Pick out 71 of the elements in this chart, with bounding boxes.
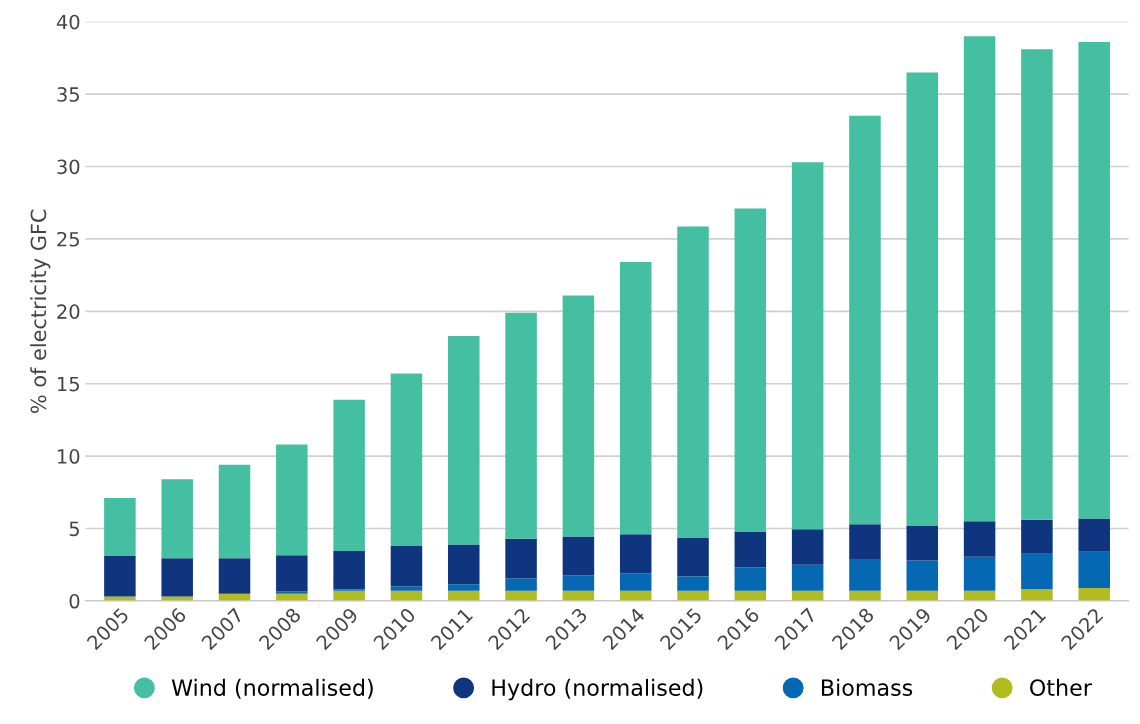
- bar: [963, 36, 996, 522]
- bar: [619, 573, 652, 591]
- bar: [1078, 551, 1110, 588]
- bar: [677, 576, 709, 591]
- bar: [276, 444, 308, 556]
- bar: [505, 312, 537, 539]
- bar: [333, 399, 365, 551]
- bar: [791, 162, 824, 530]
- bar: [791, 564, 824, 591]
- bar: [218, 464, 251, 559]
- legend-label: Other: [1030, 678, 1092, 697]
- bar: [104, 498, 136, 557]
- bar: [448, 590, 480, 601]
- y-tick-label: 20: [57, 304, 80, 319]
- bar: [734, 208, 767, 532]
- bar: [562, 536, 595, 576]
- legend-label: Wind (normalised): [171, 678, 373, 699]
- bar: [906, 72, 939, 526]
- bar: [677, 226, 709, 538]
- bar: [448, 544, 480, 585]
- bar: [161, 558, 193, 597]
- bar: [1021, 519, 1053, 554]
- y-tick-label: 10: [58, 449, 80, 464]
- y-tick-label: 15: [58, 376, 79, 392]
- bar: [1021, 589, 1053, 601]
- bar: [505, 538, 537, 579]
- bar: [791, 529, 824, 565]
- bar: [218, 558, 251, 594]
- bar: [1078, 518, 1110, 552]
- bar: [734, 531, 767, 568]
- bar: [906, 525, 939, 561]
- bar: [1078, 41, 1110, 519]
- bar: [677, 590, 709, 601]
- bar: [963, 521, 996, 557]
- bar: [161, 479, 193, 559]
- bar: [849, 115, 881, 525]
- y-axis-title: % of electricity GFC: [30, 209, 51, 413]
- y-tick-label: 30: [57, 159, 80, 175]
- bar: [448, 335, 480, 545]
- bar: [104, 556, 136, 597]
- y-tick-label: 40: [56, 14, 80, 30]
- y-tick-label: 0: [69, 593, 80, 609]
- y-tick-label: 35: [57, 87, 79, 102]
- bar: [276, 591, 308, 594]
- bar: [333, 550, 365, 590]
- bar: [1021, 49, 1053, 520]
- bar: [849, 590, 881, 601]
- bar: [562, 295, 595, 537]
- bar: [390, 586, 423, 591]
- bar: [963, 556, 996, 591]
- y-tick-label: 25: [57, 231, 79, 247]
- bar: [619, 534, 652, 574]
- bar: [849, 558, 881, 591]
- y-tick-label: 5: [69, 521, 79, 537]
- bar: [734, 567, 767, 591]
- bar: [390, 373, 423, 546]
- bar: [333, 590, 365, 601]
- bar: [906, 560, 939, 591]
- bar: [619, 262, 652, 535]
- bar: [505, 590, 537, 601]
- bar: [562, 575, 595, 591]
- bar: [849, 524, 881, 559]
- bar: [276, 555, 308, 592]
- legend-label: Hydro (normalised): [492, 678, 703, 701]
- bar: [1021, 553, 1053, 590]
- bar: [1078, 587, 1110, 601]
- legend-label: Biomass: [822, 678, 913, 697]
- bar: [390, 545, 423, 587]
- bar: [448, 584, 480, 591]
- bar: [677, 537, 709, 577]
- bar: [505, 578, 537, 591]
